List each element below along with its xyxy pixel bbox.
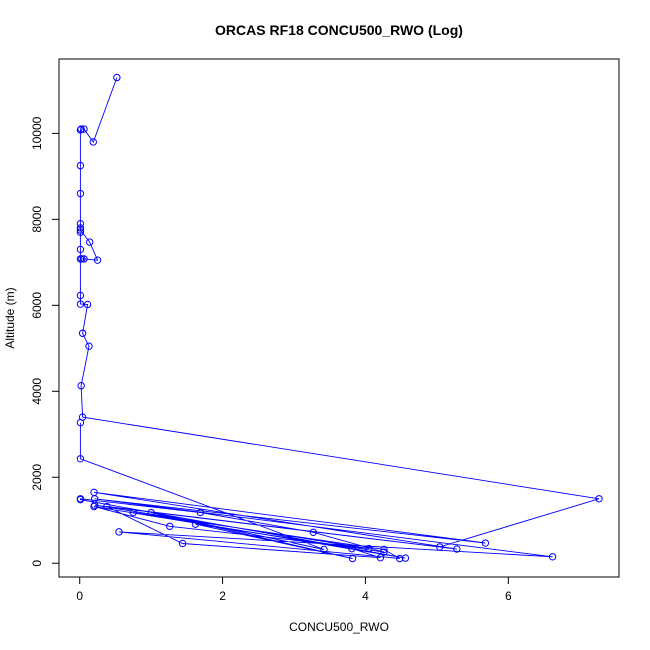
data-point [77, 125, 85, 133]
data-point [76, 418, 85, 427]
data-point [85, 342, 93, 350]
data-point [76, 245, 85, 254]
data-point [91, 495, 99, 503]
data-point [348, 554, 357, 563]
data-point [80, 125, 88, 133]
y-tick-label: 6000 [30, 292, 44, 319]
data-point [166, 522, 174, 530]
data-point [436, 543, 444, 551]
data-point [309, 528, 317, 536]
data-point [196, 508, 205, 517]
data-point [178, 539, 187, 548]
data-point [76, 255, 85, 263]
data-point [129, 508, 137, 517]
data-point [380, 545, 388, 554]
data-point [76, 291, 85, 300]
y-tick-label: 8000 [30, 206, 44, 233]
data-point [595, 495, 603, 503]
data-point [83, 300, 92, 309]
y-tick-label: 2000 [30, 464, 44, 491]
data-point [76, 495, 85, 503]
data-point [115, 528, 123, 536]
series-layer [76, 73, 603, 563]
x-tick-label: 2 [219, 589, 226, 603]
data-point [90, 502, 98, 511]
y-axis-label: Altitude (m) [3, 287, 17, 348]
data-point [76, 189, 85, 198]
y-axis: 0 2000 4000 6000 8000 10000 [30, 116, 60, 567]
data-point [376, 553, 385, 562]
data-point [348, 544, 356, 553]
data-point [80, 255, 88, 263]
y-tick-label: 4000 [30, 378, 44, 405]
series-line [79, 77, 600, 559]
x-axis-label: CONCU500_RWO [289, 620, 389, 634]
data-point [548, 553, 557, 561]
chart-title: ORCAS RF18 CONCU500_RWO (Log) [215, 22, 463, 38]
data-point [147, 508, 155, 517]
data-point [76, 300, 85, 308]
x-tick-label: 6 [505, 589, 512, 603]
data-point [113, 73, 121, 82]
y-tick-label: 0 [30, 560, 44, 567]
data-point [76, 455, 85, 463]
data-point [89, 138, 97, 146]
data-point [481, 539, 490, 547]
data-point [76, 126, 85, 134]
data-point [86, 238, 94, 246]
data-point [78, 329, 87, 337]
data-point [320, 545, 328, 554]
data-point [77, 382, 85, 390]
data-point [76, 161, 85, 170]
data-point [191, 520, 200, 528]
data-point [93, 256, 102, 264]
x-tick-label: 0 [76, 589, 83, 603]
data-point [76, 228, 85, 236]
data-point [76, 224, 85, 232]
data-point [380, 548, 388, 556]
x-tick-label: 4 [362, 589, 369, 603]
data-point [76, 226, 85, 234]
data-point [401, 554, 410, 562]
data-point [365, 544, 373, 553]
data-point [453, 545, 461, 553]
data-point [396, 554, 404, 563]
y-tick-label: 10000 [30, 116, 44, 150]
data-point [103, 502, 111, 511]
x-axis: 0 2 4 6 [76, 576, 512, 603]
